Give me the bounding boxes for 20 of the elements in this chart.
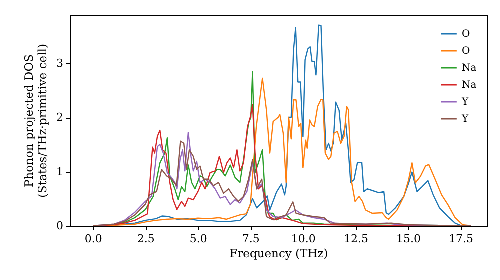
- x-tick-label: 5.0: [190, 232, 208, 246]
- y-tick-label: 1: [56, 165, 64, 178]
- legend-label: Y: [461, 97, 469, 108]
- legend-label: Na: [462, 80, 477, 91]
- legend-label: Na: [462, 63, 477, 74]
- x-tick-label: 15.0: [396, 232, 421, 246]
- y-tick-label: 3: [56, 56, 64, 70]
- x-tick-label: 7.5: [242, 232, 260, 246]
- legend-label: Y: [461, 114, 469, 125]
- x-tick-label: 2.5: [137, 232, 155, 246]
- y-tick-label: 0: [56, 220, 64, 232]
- x-tick-label: 0.0: [84, 232, 102, 246]
- legend-label: O: [462, 29, 470, 40]
- x-axis-title: Frequency (THz): [230, 246, 328, 260]
- x-tick-label: 10.0: [291, 232, 316, 246]
- x-tick-label: 17.5: [448, 232, 474, 246]
- x-tick-label: 12.5: [344, 232, 368, 246]
- y-tick-label: 2: [56, 111, 64, 124]
- y-axis-title: Phonon projected DOS (States/THz·primitive cell): [22, 44, 50, 198]
- legend-label: O: [462, 46, 470, 57]
